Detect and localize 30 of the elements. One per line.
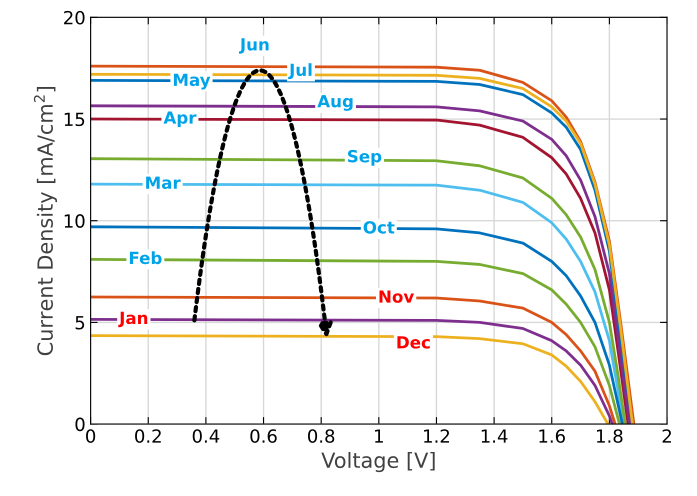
- x-tick-label: 1.6: [539, 429, 565, 443]
- x-tick-label: 2: [662, 429, 671, 443]
- y-tick-label: 15: [64, 112, 84, 126]
- annotation: Dec: [397, 336, 430, 349]
- x-tick-label: 0.8: [308, 429, 334, 443]
- annotation: May: [174, 74, 210, 90]
- y-tick-label: 5: [76, 316, 84, 330]
- annotation: Apr: [164, 111, 196, 128]
- x-tick-label: 0.4: [192, 429, 220, 443]
- annotation: Nov: [380, 290, 414, 303]
- annotation: Mar: [146, 176, 181, 189]
- x-axis-title: Voltage [V]: [321, 452, 435, 472]
- y-axis-title: Current Density [mA/cm$^{2}$]: [34, 87, 58, 356]
- annotation: Jun: [238, 38, 269, 54]
- annotation: Feb: [130, 251, 162, 264]
- annotation: Jan: [118, 312, 148, 328]
- y-tick-label: 10: [64, 214, 85, 228]
- annotation: Sep: [348, 150, 382, 166]
- x-tick-label: 1.4: [482, 429, 508, 443]
- y-tick-label: 0: [75, 418, 85, 432]
- annotation: Oct: [364, 221, 394, 234]
- y-tick-label: 20: [64, 10, 85, 24]
- annotation: Jul: [288, 63, 312, 80]
- x-tick-label: 1: [375, 429, 383, 443]
- x-tick-label: 1.2: [424, 429, 450, 443]
- x-tick-label: 0: [86, 429, 96, 443]
- x-tick-label: 1.8: [597, 429, 623, 443]
- x-tick-label: 0.2: [135, 429, 161, 443]
- annotation: Aug: [317, 95, 353, 111]
- x-tick-label: 0.6: [250, 429, 277, 443]
